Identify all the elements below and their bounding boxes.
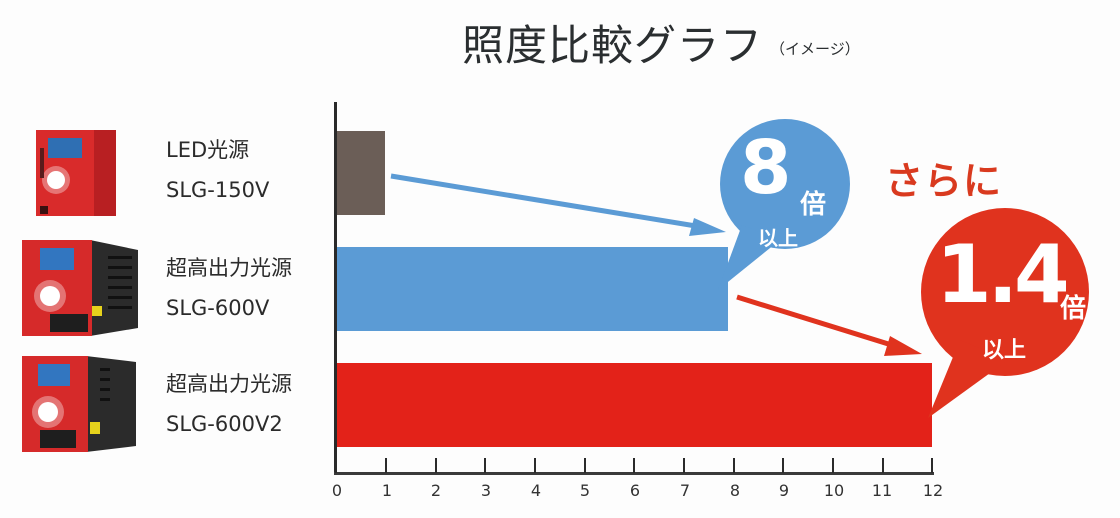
x-axis-line (334, 472, 934, 475)
tick-label: 6 (629, 481, 641, 500)
tick-label: 1 (381, 481, 393, 500)
tick-label: 4 (530, 481, 542, 500)
chart-subtitle: （イメージ） (770, 40, 860, 58)
tick-mark (733, 458, 735, 473)
bar-slg-600v (337, 247, 728, 331)
tick-mark (385, 458, 387, 473)
sarani-label: さらに (885, 159, 1003, 203)
tick-mark (633, 458, 635, 473)
bar-slg-600v2 (337, 363, 932, 447)
red-callout-suffix: 以上 (982, 338, 1027, 363)
product-row-slg-600v2: 超高出力光源 SLG-600V2 (0, 348, 330, 458)
tick-label: 9 (778, 481, 790, 500)
blue-arrow-icon (390, 173, 726, 236)
tick-mark (832, 458, 834, 473)
red-callout-number: 1.4 (936, 228, 1070, 321)
product-name: 超高出力光源 (166, 372, 292, 396)
blue-speech-bubble-icon (718, 119, 850, 290)
chart-title: 照度比較グラフ (462, 21, 764, 70)
tick-mark (534, 458, 536, 473)
red-speech-bubble-icon (921, 208, 1089, 418)
tick-mark (584, 458, 586, 473)
product-name: LED光源 (166, 138, 250, 162)
tick-label: 5 (579, 481, 591, 500)
blue-callout-suffix: 以上 (758, 226, 798, 250)
blue-callout-number: 8 (740, 125, 792, 211)
red-arrow-icon (736, 294, 922, 356)
tick-label: 11 (871, 481, 893, 500)
product-row-slg-150v: LED光源 SLG-150V (0, 118, 330, 228)
tick-label: 12 (922, 481, 944, 500)
tick-label: 2 (430, 481, 442, 500)
tick-mark (931, 458, 933, 473)
product-model: SLG-150V (166, 178, 270, 202)
bar-slg-150v (337, 131, 385, 215)
tick-label: 10 (823, 481, 845, 500)
tick-mark (484, 458, 486, 473)
led-light-source-image (36, 130, 116, 216)
product-row-slg-600v: 超高出力光源 SLG-600V (0, 232, 330, 342)
tick-mark (435, 458, 437, 473)
product-model: SLG-600V (166, 296, 270, 320)
tick-label: 0 (331, 481, 343, 500)
blue-callout-unit: 倍 (800, 190, 827, 220)
tick-label: 7 (679, 481, 691, 500)
product-name: 超高出力光源 (166, 256, 292, 280)
high-power-light-source-v2-image (22, 356, 136, 452)
y-axis-line (334, 102, 337, 474)
tick-label: 3 (480, 481, 492, 500)
red-callout-unit: 倍 (1060, 294, 1087, 324)
tick-mark (683, 458, 685, 473)
tick-mark (335, 458, 337, 473)
tick-label: 8 (729, 481, 741, 500)
tick-mark (882, 458, 884, 473)
tick-mark (782, 458, 784, 473)
high-power-light-source-image (22, 240, 138, 336)
product-model: SLG-600V2 (166, 412, 283, 436)
